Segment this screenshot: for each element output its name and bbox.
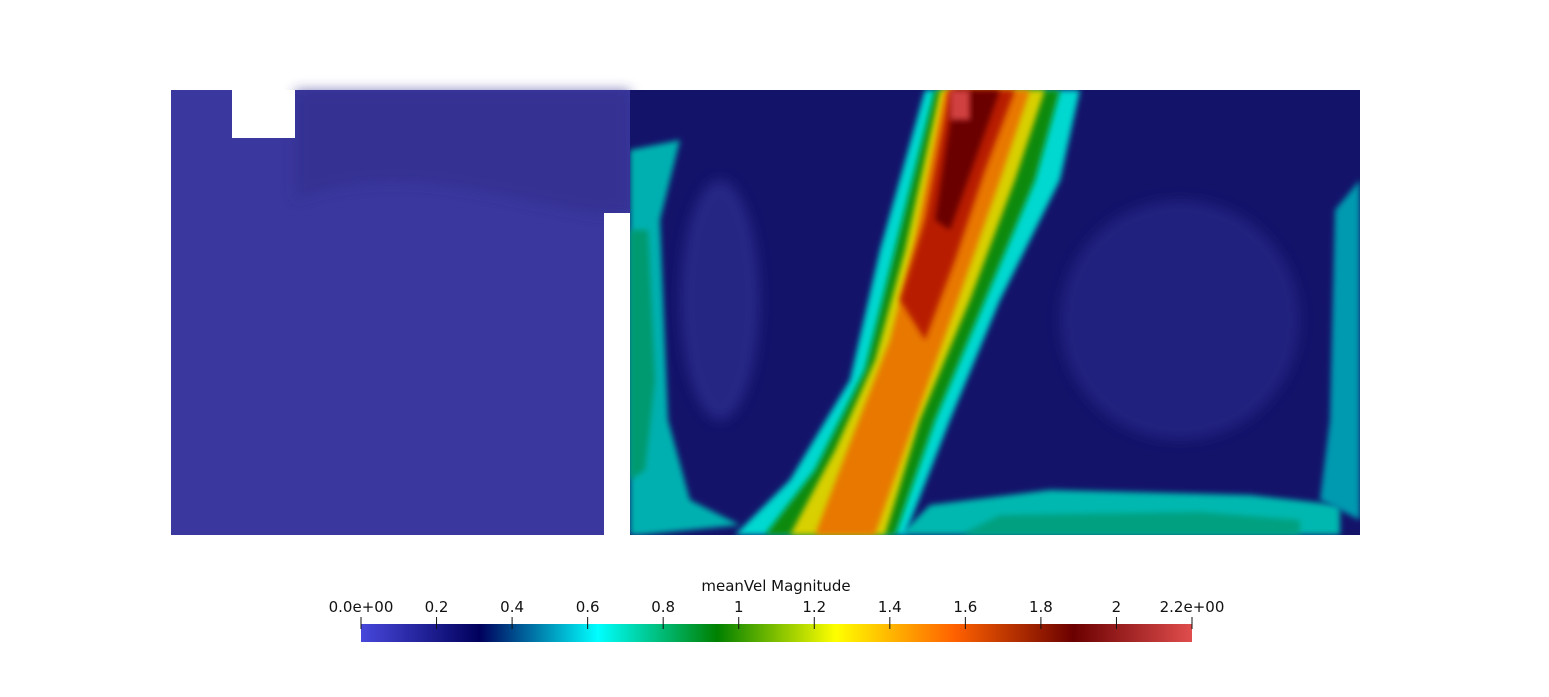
colorbar-tick-label: 1.2	[802, 598, 826, 616]
top-notch	[232, 90, 295, 138]
colorbar-tick-label: 2	[1112, 598, 1122, 616]
right-chamber	[630, 90, 1360, 535]
colorbar-tick-label: 0.4	[500, 598, 524, 616]
colorbar-tick-label: 0.0e+00	[329, 598, 394, 616]
colorbar-tick-label: 1.6	[953, 598, 977, 616]
colorbar: meanVel Magnitude 0.0e+00 0.2 0.4 0.6 0.8 1 1.…	[329, 577, 1225, 642]
colorbar-tick-label: 0.8	[651, 598, 675, 616]
colorbar-title: meanVel Magnitude	[701, 577, 850, 595]
colorbar-gradient	[361, 624, 1192, 642]
colorbar-tick-label: 1	[734, 598, 744, 616]
separator-wall	[604, 213, 630, 535]
colorbar-tick-label: 0.6	[576, 598, 600, 616]
left-chamber	[171, 90, 630, 535]
colorbar-tick-label: 2.2e+00	[1160, 598, 1225, 616]
colorbar-tick-label: 1.8	[1029, 598, 1053, 616]
colorbar-tick-label: 1.4	[878, 598, 902, 616]
colorbar-tick-label: 0.2	[425, 598, 449, 616]
